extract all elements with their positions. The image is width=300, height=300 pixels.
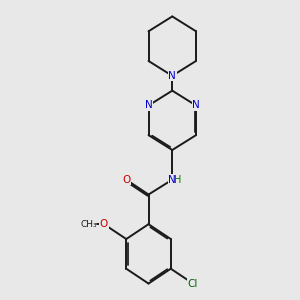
Text: N: N (168, 175, 176, 185)
Text: Cl: Cl (188, 279, 198, 289)
Text: CH₃: CH₃ (80, 220, 97, 229)
Text: N: N (192, 100, 200, 110)
Text: N: N (168, 71, 176, 81)
Text: O: O (122, 175, 130, 185)
Text: O: O (100, 219, 108, 229)
Text: H: H (174, 175, 182, 185)
Text: N: N (145, 100, 152, 110)
